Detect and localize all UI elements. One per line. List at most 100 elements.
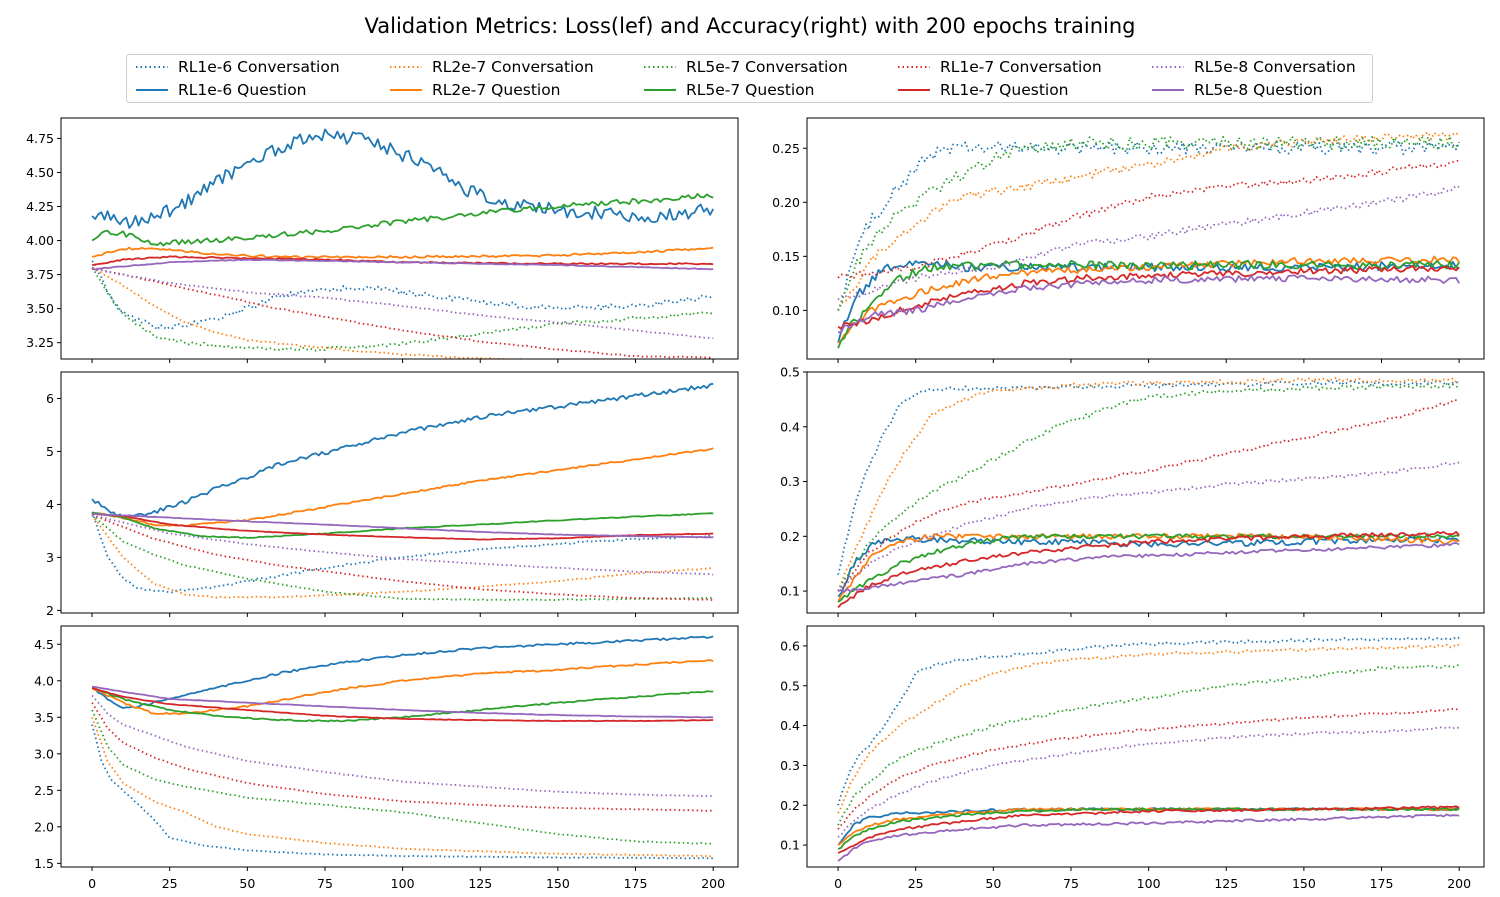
legend-item: RL2e-7 Conversation: [389, 56, 594, 78]
series-line: [91, 267, 702, 359]
series-line: [837, 399, 1460, 592]
y-tick-label: 3.50: [26, 301, 54, 316]
x-tick-label: 75: [1063, 876, 1079, 891]
y-tick-label: 0.4: [780, 419, 800, 434]
y-tick-label: 0.10: [772, 303, 800, 318]
series-line: [91, 724, 714, 860]
legend-swatch: [136, 66, 168, 68]
y-tick-label: 0.5: [780, 678, 800, 693]
axes-frame: [806, 625, 1485, 868]
y-tick-label: 3.75: [26, 267, 54, 282]
x-tick-label: 50: [985, 876, 1001, 891]
x-tick-label: 100: [1137, 876, 1161, 891]
series-line: [91, 246, 714, 259]
legend-swatch: [390, 89, 422, 91]
series-line: [837, 726, 1460, 838]
series-line: [92, 258, 714, 271]
subplot-row3-right: 0.1 0.2 0.3 0.4 0.5 0.6 0 25 50 75 100 125 150 175 200: [780, 625, 1485, 891]
legend-swatch: [644, 89, 676, 91]
series-line: [837, 135, 1460, 311]
series-line: [91, 260, 714, 331]
y-tick-label: 4: [46, 497, 54, 512]
axes-frame: [60, 117, 739, 360]
series-line: [91, 128, 714, 229]
series-line: [91, 514, 714, 602]
legend-item: RL1e-6 Conversation: [135, 56, 340, 78]
series-line: [837, 274, 1460, 334]
legend-swatch: [898, 89, 930, 91]
series-line: [91, 685, 714, 719]
legend-item: RL2e-7 Question: [389, 79, 561, 101]
series-line: [837, 807, 1460, 846]
legend-label: RL5e-7 Conversation: [686, 58, 848, 76]
x-tick-label: 100: [391, 876, 415, 891]
legend-swatch: [898, 66, 930, 68]
y-tick-label: 4.00: [26, 233, 54, 248]
series-line: [837, 383, 1460, 592]
series-line: [91, 266, 714, 359]
series-line: [837, 636, 1460, 806]
y-tick-label: 2: [46, 603, 54, 618]
legend-label: RL5e-8 Conversation: [1194, 58, 1356, 76]
series-group: [837, 377, 1460, 609]
y-tick-label: 3.0: [34, 746, 54, 761]
legend-swatch: [644, 66, 676, 68]
x-tick-label: 25: [908, 876, 924, 891]
x-tick-label: 75: [317, 876, 333, 891]
y-tick-label: 2.5: [34, 783, 54, 798]
x-tick-label: 125: [1214, 876, 1238, 891]
y-tick-label: 3: [46, 550, 54, 565]
series-group: [91, 128, 714, 359]
axes-frame: [806, 371, 1485, 614]
y-tick-label: 0.2: [780, 529, 800, 544]
series-line: [91, 447, 714, 528]
subplot-row1-left: 3.25 3.50 3.75 4.00 4.25 4.50 4.75: [26, 117, 739, 363]
legend-swatch: [1152, 66, 1184, 68]
series-line: [91, 659, 714, 716]
legend-item: RL1e-6 Question: [135, 79, 307, 101]
y-tick-label: 0.3: [780, 474, 800, 489]
subplot-row2-right: 0.1 0.2 0.3 0.4 0.5: [780, 365, 1485, 617]
series-line: [91, 716, 714, 858]
series-line: [91, 514, 714, 576]
subplot-row2-left: 2 3 4 5 6: [46, 371, 739, 618]
series-line: [837, 707, 1460, 830]
series-line: [837, 663, 1460, 826]
series-line: [837, 535, 1460, 598]
legend-label: RL1e-6 Conversation: [178, 58, 340, 76]
y-tick-label: 2.0: [34, 819, 54, 834]
legend-swatch: [390, 66, 422, 68]
x-tick-label: 200: [1447, 876, 1471, 891]
subplot-row3-left: 1.5 2.0 2.5 3.0 3.5 4.0 4.5 0 25 50 75 100 125 150 175…: [34, 625, 739, 891]
series-line: [837, 265, 1460, 330]
series-line: [837, 531, 1460, 609]
series-line: [91, 687, 714, 723]
series-line: [837, 255, 1460, 344]
y-tick-label: 0.4: [780, 718, 800, 733]
series-line: [837, 141, 1461, 311]
x-tick-label: 200: [701, 876, 725, 891]
x-tick-label: 150: [546, 876, 570, 891]
y-tick-label: 0.2: [780, 798, 800, 813]
series-line: [837, 643, 1460, 814]
legend-label: RL1e-6 Question: [178, 81, 307, 99]
legend-swatch: [1152, 89, 1184, 91]
subplot-row1-right: 0.10 0.15 0.20 0.25: [772, 117, 1485, 363]
legend-swatch: [136, 89, 168, 91]
series-line: [837, 131, 1460, 311]
x-tick-label: 0: [834, 876, 842, 891]
series-line: [837, 461, 1460, 592]
series-line: [91, 512, 714, 594]
x-tick-label: 150: [1292, 876, 1316, 891]
legend: RL1e-6 Conversation RL1e-6 Question RL2e-7…: [126, 54, 1373, 103]
y-tick-label: 3.5: [34, 710, 54, 725]
series-line: [91, 268, 714, 339]
y-tick-label: 4.75: [26, 131, 54, 146]
series-line: [837, 259, 1460, 349]
series-line: [91, 635, 714, 709]
series-line: [837, 807, 1460, 850]
y-tick-label: 0.25: [772, 141, 800, 156]
legend-label: RL2e-7 Question: [432, 81, 561, 99]
series-line: [837, 377, 1460, 592]
y-tick-label: 6: [46, 391, 54, 406]
